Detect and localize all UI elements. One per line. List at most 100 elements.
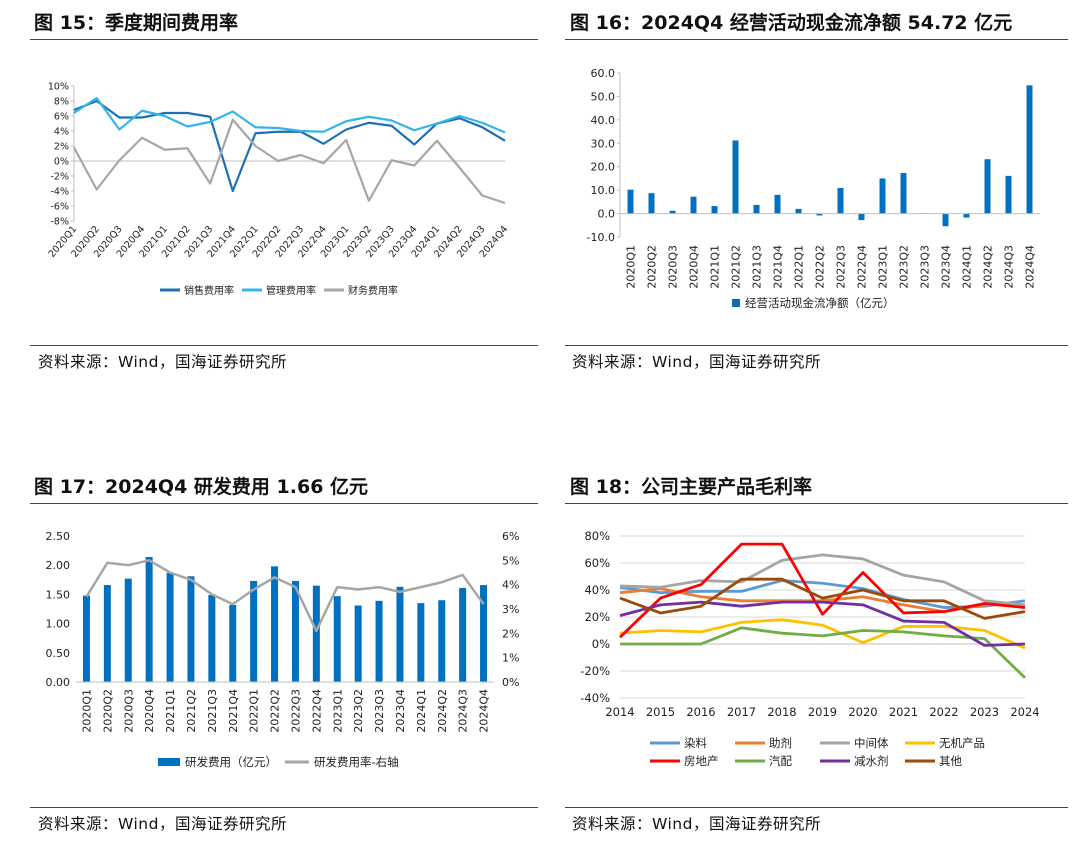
bar (732, 140, 739, 214)
y-tick-label: 2.50 (46, 530, 71, 543)
y-tick-label: 0.50 (46, 647, 71, 660)
x-tick-label: 2023Q4 (940, 245, 953, 289)
y-tick-label: 0.0 (598, 208, 616, 221)
y2-tick-label: 3% (502, 603, 519, 616)
legend-label: 经营活动现金流净额（亿元） (745, 296, 895, 310)
chart-quarterly-expense-ratio: -8%-6%-4%-2%0%2%4%6%8%10%2020Q12020Q2202… (47, 82, 511, 298)
source-rule (565, 345, 1068, 346)
title-rule (30, 39, 538, 40)
x-tick-label: 2020Q3 (667, 245, 680, 289)
x-tick-label: 2023Q1 (331, 689, 344, 733)
legend-swatch (732, 299, 740, 307)
y-tick-label: 4% (54, 127, 69, 138)
x-tick-label: 2024Q4 (1024, 245, 1037, 289)
x-tick-label: 2020Q4 (688, 245, 701, 289)
bar (669, 210, 676, 214)
legend-label: 研发费用率-右轴 (314, 755, 399, 769)
x-tick-label: 2023 (970, 705, 999, 719)
legend-label: 研发费用（亿元） (185, 755, 277, 769)
x-tick-label: 2016 (686, 705, 715, 719)
x-tick-label: 2022Q3 (835, 245, 848, 289)
bar (711, 206, 718, 214)
legend-label: 染料 (684, 736, 707, 750)
figure-title: 图 17：2024Q4 研发费用 1.66 亿元 (34, 476, 369, 498)
figure-title: 图 16：2024Q4 经营活动现金流净额 54.72 亿元 (570, 12, 1013, 34)
legend-label: 管理费用率 (266, 284, 316, 297)
x-tick-label: 2023Q2 (898, 245, 911, 289)
source-note: 资料来源：Wind，国海证券研究所 (38, 353, 287, 371)
series-line (73, 99, 506, 193)
y-tick-label: -2% (51, 172, 70, 183)
bar (627, 189, 634, 214)
x-tick-label: 2022Q1 (248, 689, 261, 733)
chart-rd-expense: 0.00 0.50 1.00 1.50 2.00 2.50 0% 1% 2% 3% 4% 5% 6% 20… (46, 530, 520, 769)
legend-label: 汽配 (769, 754, 792, 768)
legend-label: 房地产 (684, 754, 719, 768)
series-line (619, 542, 1026, 639)
y-tick-label: 0% (54, 157, 69, 168)
bar (480, 585, 488, 682)
x-tick-label: 2020Q1 (625, 245, 638, 289)
source-note: 资料来源：Wind，国海证券研究所 (38, 815, 287, 833)
x-tick-label: 2024Q4 (478, 689, 491, 733)
bar (690, 196, 697, 214)
bar (229, 604, 237, 682)
x-tick-label: 2024Q2 (436, 689, 449, 733)
x-tick-label: 2021Q2 (730, 245, 743, 289)
y-tick-label: -8% (51, 217, 70, 228)
legend-label: 中间体 (854, 736, 889, 750)
bar (145, 557, 153, 682)
y-tick-label: 30.0 (591, 137, 616, 150)
bar (396, 586, 404, 682)
bar (250, 580, 258, 682)
bar (103, 585, 111, 682)
series-line (85, 559, 485, 633)
x-tick-label: 2021Q1 (164, 689, 177, 733)
x-tick-label: 2021 (889, 705, 918, 719)
x-tick-label: 2024Q1 (961, 245, 974, 289)
bar (354, 605, 362, 682)
x-tick-label: 2021Q4 (772, 245, 785, 289)
x-tick-label: 2020Q3 (122, 689, 135, 733)
x-tick-label: 2019 (808, 705, 837, 719)
y-tick-label: 10% (48, 82, 69, 93)
y-tick-label: -4% (51, 187, 70, 198)
y-tick-label: 2% (54, 142, 69, 153)
bar (984, 159, 991, 214)
y-tick-label: 50.0 (591, 90, 616, 103)
series-line (73, 96, 506, 134)
x-tick-label: 2022Q4 (310, 689, 323, 733)
bar (816, 213, 823, 216)
y2-tick-label: 6% (502, 530, 519, 543)
x-tick-label: 2020Q4 (143, 689, 156, 733)
series-line (73, 118, 506, 205)
y-tick-label: -6% (51, 202, 70, 213)
bar (271, 566, 279, 682)
bar (291, 580, 299, 682)
x-tick-label: 2014 (605, 705, 634, 719)
bar (208, 594, 216, 682)
bar (648, 193, 655, 214)
y-tick-label: 1.00 (46, 618, 71, 631)
y2-tick-label: 4% (502, 579, 519, 592)
title-rule (565, 503, 1068, 504)
y-tick-label: -20% (580, 664, 610, 678)
bar (375, 600, 383, 682)
x-tick-label: 2024 (1010, 705, 1039, 719)
x-tick-label: 2023Q3 (373, 689, 386, 733)
y-tick-label: 40% (584, 583, 610, 597)
chart-product-gross-margin: -40% -20% 0% 20% 40% 60% 80% 2014 2015 2016 2017 20… (580, 529, 1039, 768)
title-rule (30, 503, 538, 504)
bar (312, 585, 320, 682)
chart-operating-cashflow: -10.0 0.0 10.0 20.0 30.0 40.0 50.0 60.0 2020Q1 20… (587, 67, 1040, 310)
x-tick-label: 2022Q2 (814, 245, 827, 289)
x-tick-label: 2020Q1 (80, 689, 93, 733)
bar (124, 578, 132, 682)
source-note: 资料来源：Wind，国海证券研究所 (572, 353, 821, 371)
bar (774, 194, 781, 214)
bar (1005, 175, 1012, 214)
bar (417, 603, 425, 682)
x-tick-label: 2023Q3 (919, 245, 932, 289)
x-tick-label: 2024Q1 (415, 689, 428, 733)
y-tick-label: 10.0 (591, 184, 616, 197)
